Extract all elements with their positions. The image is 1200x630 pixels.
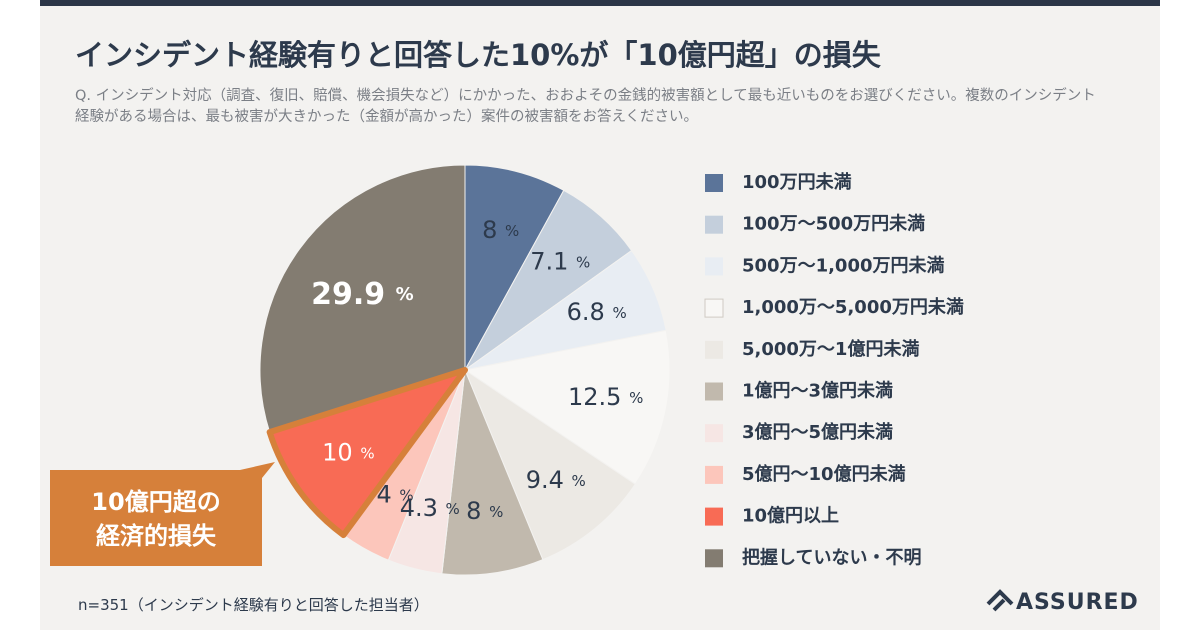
label-unit: %	[446, 500, 460, 518]
label-number: 10	[322, 439, 360, 467]
legend-swatch	[705, 215, 723, 234]
logo-icon	[986, 589, 1014, 612]
label-number: 6.8	[567, 298, 613, 326]
legend-swatch	[704, 298, 724, 318]
legend-label: 5億円〜10億円未満	[742, 463, 906, 485]
label-number: 29.9	[311, 276, 395, 311]
label-unit: %	[489, 503, 503, 521]
legend-swatch	[705, 465, 723, 484]
data-label: 8 %	[482, 216, 519, 244]
label-number: 7.1	[530, 248, 576, 276]
label-unit: %	[576, 253, 590, 271]
callout-text: 10億円超の	[91, 488, 220, 516]
pie-slice	[463, 368, 636, 561]
pie-slice	[259, 164, 466, 433]
legend-label: 500万〜1,000万円未満	[742, 254, 945, 276]
question: Q. インシデント対応（調査、復旧、賠償、機会損失など）にかかった、おおよその金…	[75, 88, 1096, 125]
legend-swatch	[705, 340, 723, 359]
legend-swatch	[705, 174, 723, 192]
callout-box	[50, 462, 275, 566]
label-unit: %	[399, 486, 413, 504]
callout-text: 経済的損失	[96, 522, 217, 550]
data-label: 7.1 %	[530, 248, 590, 276]
legend-label: 3億円〜5億円未満	[742, 421, 893, 443]
pie-slice	[463, 329, 671, 485]
chart-title: インシデント経験有りと回答した10%が「10億円超」の損失	[75, 38, 881, 72]
data-label: 10 %	[322, 439, 374, 467]
label-number: 8	[482, 216, 505, 244]
legend-label: 1,000万〜5,000万円未満	[742, 296, 964, 318]
data-label: 8 %	[466, 497, 503, 525]
footnote: n=351（インシデント経験有りと回答した担当者）	[78, 596, 429, 614]
label-number: 4	[376, 480, 399, 508]
label-unit: %	[396, 284, 414, 305]
logo: ASSURED	[1016, 590, 1139, 615]
legend-label: 100万〜500万円未満	[742, 213, 925, 235]
label-unit: %	[360, 444, 374, 462]
label-number: 8	[466, 497, 489, 525]
label-number: 4.3	[400, 494, 446, 522]
pie-slice	[441, 369, 544, 576]
legend-swatch	[705, 424, 723, 443]
legend-swatch	[705, 257, 723, 276]
data-label: 6.8 %	[567, 298, 627, 326]
legend-swatch	[705, 507, 723, 526]
legend-label: 100万円未満	[742, 171, 852, 193]
data-label: 4.3 %	[400, 494, 460, 522]
legend-label: 把握していない・不明	[742, 546, 921, 568]
legend-swatch	[705, 549, 723, 568]
label-unit: %	[612, 304, 626, 322]
data-label: 9.4 %	[526, 466, 586, 494]
legend-label: 1億円〜3億円未満	[742, 380, 893, 402]
legend-swatch	[705, 382, 723, 401]
pie-slice	[464, 164, 565, 371]
label-number: 9.4	[526, 466, 572, 494]
label-unit: %	[572, 472, 586, 490]
pie-slice	[266, 367, 468, 539]
data-label: 4 %	[376, 480, 413, 508]
legend-label: 5,000万〜1億円未満	[742, 338, 919, 360]
label-unit: %	[505, 222, 519, 240]
data-label: 29.9 %	[311, 276, 414, 311]
label-number: 12.5	[568, 383, 629, 411]
legend-label: 10億円以上	[742, 505, 839, 527]
label-unit: %	[629, 389, 643, 407]
data-label: 12.5 %	[568, 383, 643, 411]
